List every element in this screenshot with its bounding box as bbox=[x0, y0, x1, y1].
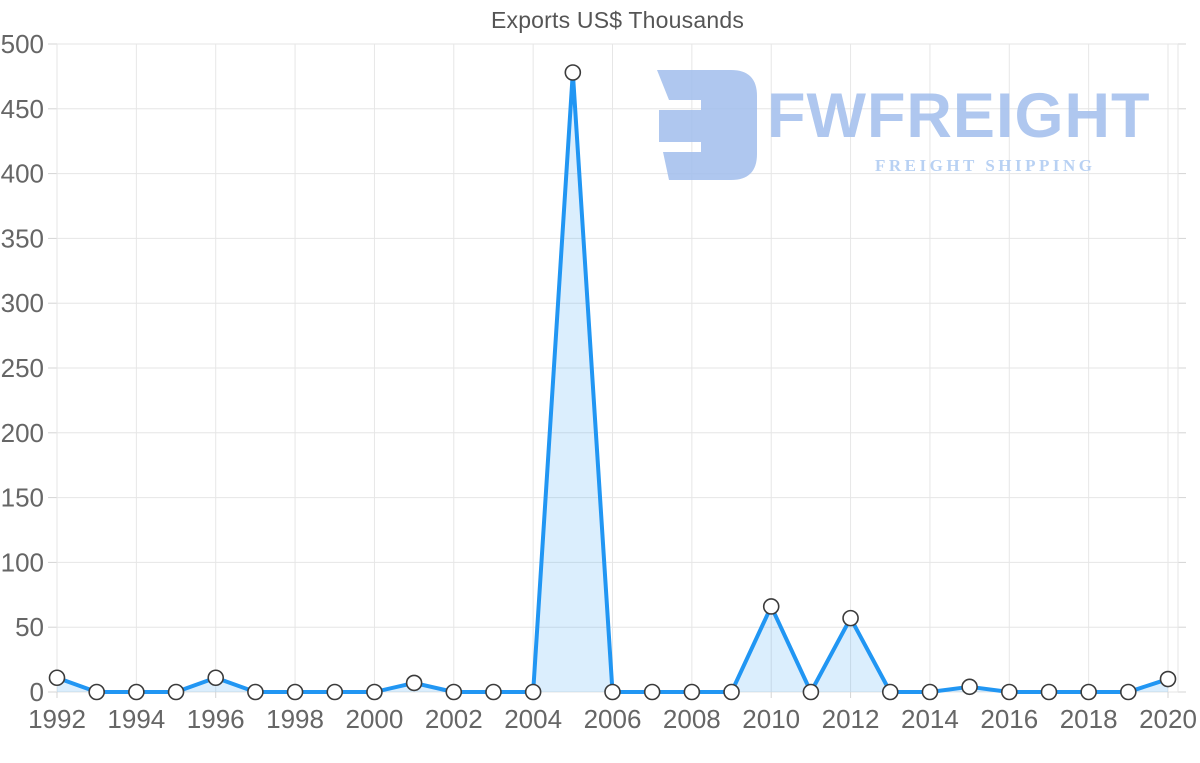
y-axis-tick-label: 450 bbox=[1, 94, 44, 124]
data-point-marker[interactable] bbox=[207, 669, 225, 687]
y-axis-tick-label: 500 bbox=[1, 29, 44, 59]
x-axis-tick-label: 1994 bbox=[107, 704, 165, 734]
x-axis-tick-label: 1998 bbox=[266, 704, 324, 734]
data-point-marker[interactable] bbox=[485, 683, 502, 701]
data-point-marker[interactable] bbox=[48, 669, 66, 687]
data-point-marker[interactable] bbox=[247, 683, 264, 701]
data-point-marker[interactable] bbox=[366, 683, 383, 701]
y-axis-tick-label: 0 bbox=[30, 677, 44, 707]
data-point-marker[interactable] bbox=[881, 683, 899, 701]
y-axis-tick-label: 150 bbox=[1, 483, 44, 513]
x-axis-tick-label: 2016 bbox=[980, 704, 1038, 734]
y-axis-tick-label: 350 bbox=[1, 223, 44, 253]
chart-title: Exports US$ Thousands bbox=[490, 7, 745, 33]
x-axis-tick-label: 2020 bbox=[1139, 704, 1197, 734]
x-axis-tick-label: 2006 bbox=[584, 704, 642, 734]
data-point-marker[interactable] bbox=[88, 683, 105, 701]
data-point-marker[interactable] bbox=[564, 64, 582, 81]
x-axis-tick-label: 2002 bbox=[425, 704, 483, 734]
x-axis-tick-label: 2018 bbox=[1060, 704, 1118, 734]
x-axis-tick-label: 1996 bbox=[187, 704, 245, 734]
data-point-marker[interactable] bbox=[842, 609, 859, 627]
y-axis-tick-label: 250 bbox=[1, 353, 44, 383]
data-point-marker[interactable] bbox=[723, 683, 740, 701]
data-point-marker[interactable] bbox=[167, 683, 185, 701]
data-point-marker[interactable] bbox=[405, 674, 423, 692]
data-point-marker[interactable] bbox=[445, 683, 463, 701]
x-axis-tick-label: 2012 bbox=[822, 704, 880, 734]
x-axis-tick-label: 2010 bbox=[742, 704, 800, 734]
data-point-marker[interactable] bbox=[1120, 683, 1137, 701]
data-point-marker[interactable] bbox=[604, 683, 621, 701]
data-point-marker[interactable] bbox=[961, 678, 978, 696]
data-point-marker[interactable] bbox=[921, 683, 939, 701]
y-axis-tick-label: 400 bbox=[1, 159, 44, 189]
data-point-marker[interactable] bbox=[1080, 683, 1097, 701]
data-point-marker[interactable] bbox=[643, 683, 661, 701]
data-point-marker[interactable] bbox=[802, 683, 820, 701]
x-axis-tick-label: 2000 bbox=[346, 704, 404, 734]
x-axis-tick-label: 2008 bbox=[663, 704, 721, 734]
data-point-marker[interactable] bbox=[524, 683, 542, 701]
y-axis-tick-label: 300 bbox=[1, 288, 44, 318]
data-point-marker[interactable] bbox=[762, 598, 780, 615]
x-axis-tick-label: 2004 bbox=[504, 704, 562, 734]
data-point-marker[interactable] bbox=[1159, 670, 1177, 688]
data-point-marker[interactable] bbox=[683, 683, 701, 701]
y-axis-tick-label: 50 bbox=[15, 612, 44, 642]
data-point-marker[interactable] bbox=[1000, 683, 1018, 701]
y-axis-tick-label: 200 bbox=[1, 418, 44, 448]
x-axis-tick-label: 1992 bbox=[28, 704, 86, 734]
data-point-marker[interactable] bbox=[326, 683, 344, 701]
data-point-marker[interactable] bbox=[286, 683, 304, 701]
y-axis-tick-label: 100 bbox=[1, 547, 44, 577]
data-point-marker[interactable] bbox=[128, 683, 145, 701]
data-point-marker[interactable] bbox=[1040, 683, 1058, 701]
x-axis-tick-label: 2014 bbox=[901, 704, 959, 734]
